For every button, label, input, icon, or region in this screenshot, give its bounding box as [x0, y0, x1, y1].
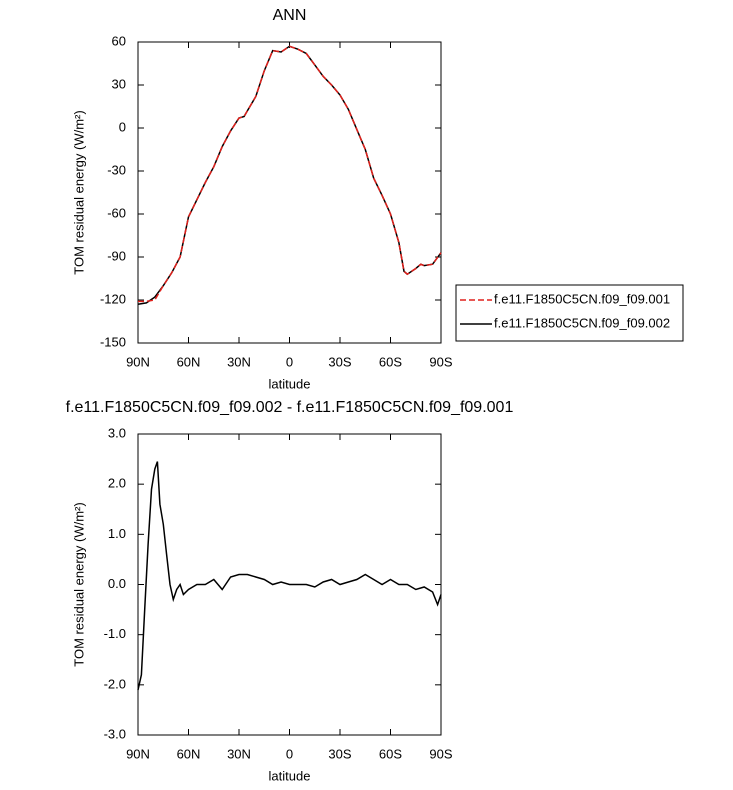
y-tick-label: 3.0: [108, 425, 126, 440]
x-axis-label: latitude: [269, 376, 311, 391]
y-tick-label: 30: [112, 76, 126, 91]
y-tick-label: -30: [107, 162, 126, 177]
x-tick-label: 0: [286, 746, 293, 761]
x-tick-label: 30S: [328, 746, 351, 761]
plot-frame: [137, 41, 442, 344]
x-axis-label: latitude: [269, 768, 311, 783]
y-tick-label: -120: [100, 291, 126, 306]
x-tick-label: 60N: [177, 746, 201, 761]
x-tick-label: 30N: [227, 354, 251, 369]
y-tick-label: -3.0: [104, 726, 126, 741]
y-tick-label: -60: [107, 205, 126, 220]
x-tick-label: 30N: [227, 746, 251, 761]
x-tick-label: 30S: [328, 354, 351, 369]
x-tick-label: 90S: [429, 746, 452, 761]
y-axis-label: TOM residual energy (W/m²): [71, 502, 86, 666]
x-tick-label: 60N: [177, 354, 201, 369]
legend-label: f.e11.F1850C5CN.f09_f09.001: [494, 291, 670, 306]
y-tick-label: -150: [100, 334, 126, 349]
chart-title: ANN: [273, 7, 307, 24]
x-tick-label: 90N: [126, 746, 150, 761]
series-line: [137, 461, 442, 691]
y-tick-label: 60: [112, 33, 126, 48]
y-tick-label: 2.0: [108, 476, 126, 491]
y-tick-label: 1.0: [108, 526, 126, 541]
legend-label: f.e11.F1850C5CN.f09_f09.002: [494, 315, 670, 330]
series-line: [138, 45, 442, 303]
y-axis-label: TOM residual energy (W/m²): [71, 110, 86, 274]
series-line: [137, 45, 442, 306]
y-tick-label: -1.0: [104, 626, 126, 641]
x-tick-label: 90N: [126, 354, 150, 369]
y-tick-label: -90: [107, 248, 126, 263]
y-tick-label: 0: [119, 119, 126, 134]
legend-box: [455, 284, 684, 342]
y-tick-label: -2.0: [104, 676, 126, 691]
x-tick-label: 60S: [379, 354, 402, 369]
x-tick-label: 90S: [429, 354, 452, 369]
chart-title: f.e11.F1850C5CN.f09_f09.002 - f.e11.F185…: [66, 399, 514, 416]
x-tick-label: 60S: [379, 746, 402, 761]
x-tick-label: 0: [286, 354, 293, 369]
y-tick-label: 0.0: [108, 576, 126, 591]
